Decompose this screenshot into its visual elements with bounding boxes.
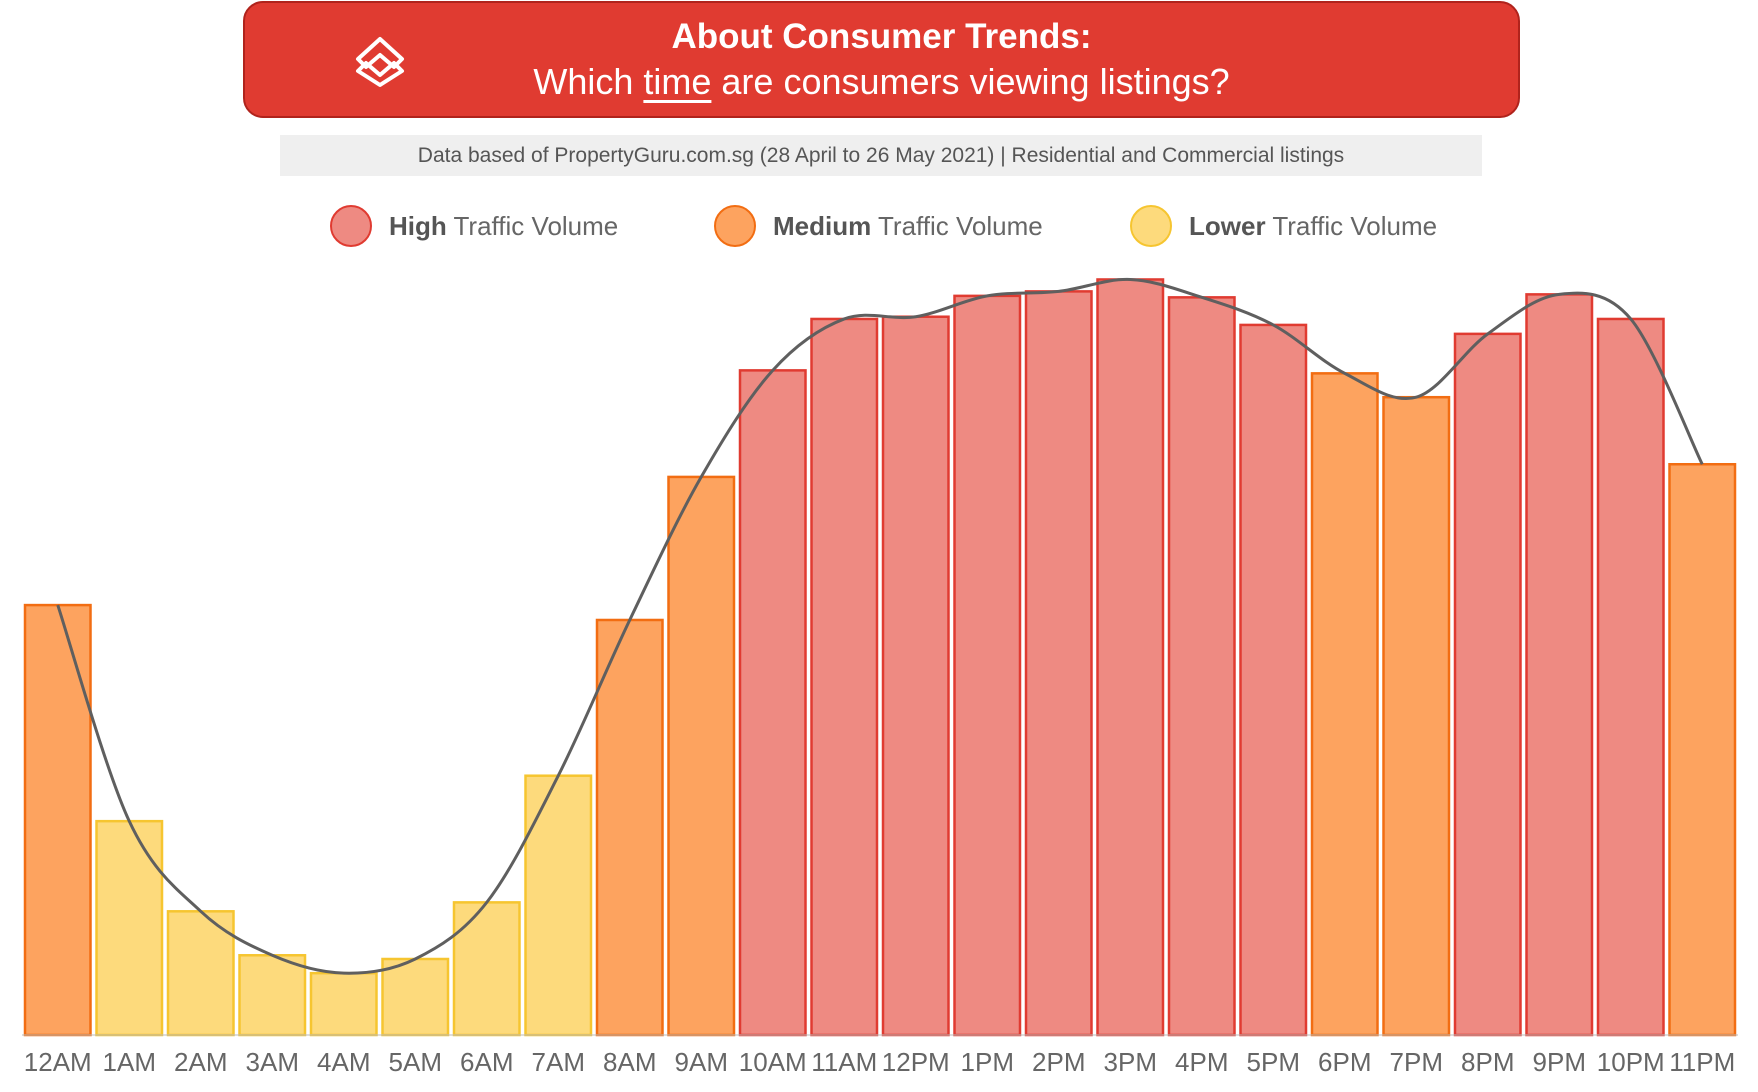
legend-label-lower-bold: Lower xyxy=(1189,210,1266,241)
bar-8pm xyxy=(1453,332,1522,1037)
subtitle-pre: Which xyxy=(533,61,644,102)
bar-8am xyxy=(595,618,664,1037)
bar-10pm xyxy=(1596,317,1665,1037)
x-tick-label: 10AM xyxy=(739,1047,807,1077)
bar-10am xyxy=(738,369,807,1037)
bar-6pm xyxy=(1310,372,1379,1037)
x-tick-label: 3PM xyxy=(1104,1047,1157,1077)
legend-swatch-high xyxy=(330,205,372,247)
bar-4pm xyxy=(1167,296,1236,1037)
x-tick-label: 2PM xyxy=(1032,1047,1085,1077)
x-tick-label: 8PM xyxy=(1461,1047,1514,1077)
bar-11am xyxy=(810,317,879,1037)
hourly-traffic-chart: 12AM 1AM 2AM 3AM 4AM 5AM 6AM 7AM 8AM 9AM 10AM 11AM 1… xyxy=(22,277,1738,1077)
x-tick-label: 6AM xyxy=(460,1047,513,1077)
x-tick-label: 1PM xyxy=(961,1047,1014,1077)
chart-title: About Consumer Trends: xyxy=(671,17,1092,56)
legend-label-high-bold: High xyxy=(389,210,447,241)
chart-subtitle: Which time are consumers viewing listing… xyxy=(245,61,1518,103)
x-tick-label: 7AM xyxy=(532,1047,585,1077)
bar-5pm xyxy=(1239,323,1308,1037)
x-tick-labels: 12AM 1AM 2AM 3AM 4AM 5AM 6AM 7AM 8AM 9AM 10AM 11AM 1… xyxy=(24,1047,1735,1077)
bar-9am xyxy=(667,475,736,1037)
header-banner: About Consumer Trends: Which time are co… xyxy=(243,1,1520,118)
legend-label-high-rest: Traffic Volume xyxy=(446,210,619,241)
x-tick-label: 12AM xyxy=(24,1047,92,1077)
bar-3am xyxy=(238,954,307,1037)
propertyguru-logo-icon xyxy=(356,37,404,87)
source-note: Data based of PropertyGuru.com.sg (28 Ap… xyxy=(280,135,1482,176)
bar-3pm xyxy=(1096,278,1165,1037)
x-tick-label: 11AM xyxy=(811,1047,877,1077)
bar-7am xyxy=(524,774,593,1037)
legend-label-high: High Traffic Volume xyxy=(389,211,618,242)
bar-1pm xyxy=(953,294,1022,1037)
x-tick-label: 9AM xyxy=(675,1047,728,1077)
x-tick-label: 5PM xyxy=(1247,1047,1300,1077)
bar-12pm xyxy=(881,315,950,1037)
legend-item-medium: Medium Traffic Volume xyxy=(714,203,1043,249)
legend-label-medium-bold: Medium xyxy=(773,210,872,241)
bar-11pm xyxy=(1668,463,1737,1037)
x-tick-label: 4AM xyxy=(317,1047,370,1077)
x-tick-label: 6PM xyxy=(1318,1047,1371,1077)
bar-9pm xyxy=(1525,293,1594,1037)
x-tick-label: 10PM xyxy=(1597,1047,1665,1077)
x-tick-label: 8AM xyxy=(603,1047,656,1077)
bars-group xyxy=(23,278,1737,1037)
x-tick-label: 5AM xyxy=(389,1047,442,1077)
bar-2pm xyxy=(1024,290,1093,1037)
legend-item-high: High Traffic Volume xyxy=(330,203,618,249)
bar-7pm xyxy=(1382,395,1451,1037)
legend-swatch-lower xyxy=(1130,205,1172,247)
x-tick-label: 4PM xyxy=(1175,1047,1228,1077)
x-tick-label: 2AM xyxy=(174,1047,227,1077)
bar-2am xyxy=(166,910,235,1037)
trend-line xyxy=(56,277,1704,975)
subtitle-emphasis: time xyxy=(643,61,712,102)
legend-label-lower: Lower Traffic Volume xyxy=(1189,211,1437,242)
x-tick-label: 3AM xyxy=(246,1047,299,1077)
bar-4am xyxy=(309,971,378,1037)
x-tick-label: 12PM xyxy=(882,1047,950,1077)
legend-swatch-medium xyxy=(714,205,756,247)
x-tick-label: 1AM xyxy=(103,1047,156,1077)
legend-label-lower-rest: Traffic Volume xyxy=(1265,210,1438,241)
subtitle-post: are consumers viewing listings? xyxy=(711,61,1230,102)
bar-12am xyxy=(23,603,92,1037)
bar-6am xyxy=(452,901,521,1037)
legend-item-lower: Lower Traffic Volume xyxy=(1130,203,1437,249)
bar-5am xyxy=(381,957,450,1037)
bar-1am xyxy=(95,819,164,1037)
x-tick-label: 11PM xyxy=(1669,1047,1735,1077)
x-tick-label: 7PM xyxy=(1390,1047,1443,1077)
legend-label-medium-rest: Traffic Volume xyxy=(871,210,1043,241)
x-tick-label: 9PM xyxy=(1533,1047,1586,1077)
legend-label-medium: Medium Traffic Volume xyxy=(773,211,1043,242)
